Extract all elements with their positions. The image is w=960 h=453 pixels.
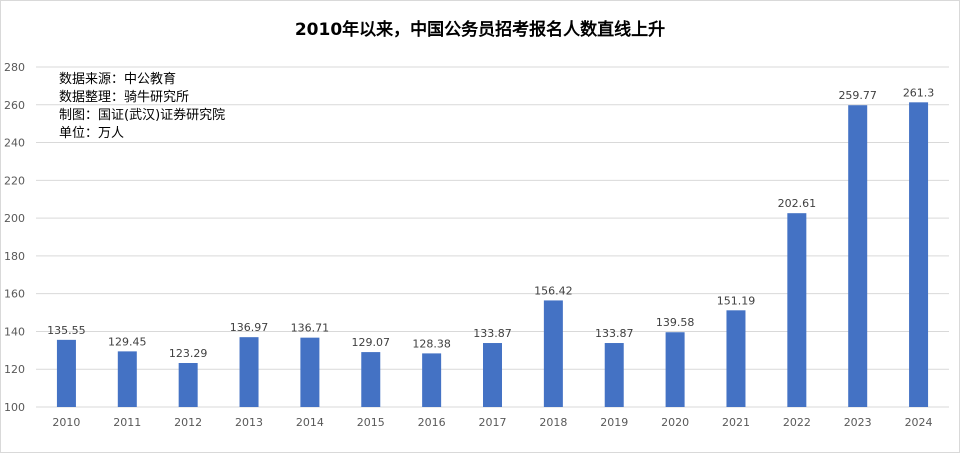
bar <box>56 339 76 407</box>
x-tick-label: 2019 <box>600 416 628 429</box>
x-tick-label: 2020 <box>661 416 689 429</box>
y-tick-label: 160 <box>4 288 25 301</box>
x-tick-label: 2017 <box>479 416 507 429</box>
bar <box>300 337 320 407</box>
data-label: 135.55 <box>47 324 86 337</box>
chart-title: 2010年以来，中国公务员招考报名人数直线上升 <box>294 20 666 40</box>
data-label: 129.07 <box>352 336 391 349</box>
y-tick-label: 260 <box>4 99 25 112</box>
bar <box>665 332 685 407</box>
data-label: 202.61 <box>778 197 817 210</box>
data-label: 151.19 <box>717 294 756 307</box>
data-label: 261.3 <box>903 86 935 99</box>
data-label: 123.29 <box>169 347 208 360</box>
y-tick-label: 140 <box>4 325 25 338</box>
note-chart-maker: 制图：国证(武汉)证券研究院 <box>59 108 226 123</box>
y-tick-label: 120 <box>4 363 25 376</box>
data-label: 156.42 <box>534 284 573 297</box>
x-tick-label: 2012 <box>174 416 202 429</box>
data-label: 128.38 <box>412 337 451 350</box>
bar <box>848 105 868 407</box>
bar <box>422 353 442 407</box>
x-tick-label: 2022 <box>783 416 811 429</box>
x-tick-label: 2013 <box>235 416 263 429</box>
x-tick-label: 2010 <box>52 416 80 429</box>
data-label: 136.71 <box>291 322 330 335</box>
bar <box>239 337 259 407</box>
y-tick-label: 100 <box>4 401 25 414</box>
x-tick-label: 2014 <box>296 416 324 429</box>
bar <box>787 213 807 407</box>
bar <box>117 351 137 407</box>
bar <box>604 343 624 407</box>
y-tick-label: 240 <box>4 137 25 150</box>
bar <box>483 343 502 407</box>
data-label: 133.87 <box>595 327 634 340</box>
y-tick-label: 280 <box>4 61 25 74</box>
x-tick-label: 2016 <box>418 416 446 429</box>
note-unit: 单位：万人 <box>59 126 125 141</box>
data-label: 129.45 <box>108 335 147 348</box>
data-label: 133.87 <box>473 327 512 340</box>
bar <box>361 352 381 407</box>
x-tick-label: 2015 <box>357 416 385 429</box>
x-tick-label: 2011 <box>113 416 141 429</box>
x-tick-label: 2021 <box>722 416 750 429</box>
y-tick-label: 200 <box>4 212 25 225</box>
bar <box>543 300 563 407</box>
x-tick-label: 2018 <box>539 416 567 429</box>
y-tick-label: 220 <box>4 174 25 187</box>
bar <box>178 363 198 407</box>
x-tick-label: 2024 <box>905 416 933 429</box>
data-label: 136.97 <box>230 321 269 334</box>
note-source: 数据来源：中公教育 <box>59 72 177 87</box>
y-tick-label: 180 <box>4 250 25 263</box>
x-tick-label: 2023 <box>844 416 872 429</box>
chart-notes: 数据来源：中公教育 数据整理：骑牛研究所 制图：国证(武汉)证券研究院 单位：万… <box>59 71 225 143</box>
data-label: 139.58 <box>656 316 695 329</box>
bar <box>726 310 746 407</box>
data-label: 259.77 <box>838 89 877 102</box>
bar <box>909 102 929 408</box>
note-compiler: 数据整理：骑牛研究所 <box>59 90 190 105</box>
